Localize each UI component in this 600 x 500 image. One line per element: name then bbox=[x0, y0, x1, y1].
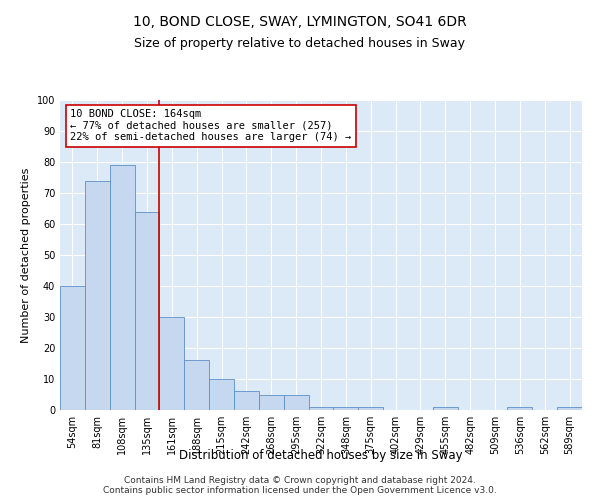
Bar bbox=[358, 407, 383, 410]
Bar bbox=[184, 360, 209, 410]
Bar bbox=[85, 180, 110, 410]
Text: Contains HM Land Registry data © Crown copyright and database right 2024.
Contai: Contains HM Land Registry data © Crown c… bbox=[103, 476, 497, 495]
Bar bbox=[110, 165, 134, 410]
Text: 10, BOND CLOSE, SWAY, LYMINGTON, SO41 6DR: 10, BOND CLOSE, SWAY, LYMINGTON, SO41 6D… bbox=[133, 15, 467, 29]
Bar bbox=[160, 317, 184, 410]
Bar bbox=[334, 407, 358, 410]
Bar bbox=[259, 394, 284, 410]
Bar bbox=[60, 286, 85, 410]
Bar bbox=[508, 407, 532, 410]
Text: 10 BOND CLOSE: 164sqm
← 77% of detached houses are smaller (257)
22% of semi-det: 10 BOND CLOSE: 164sqm ← 77% of detached … bbox=[70, 110, 352, 142]
Text: Distribution of detached houses by size in Sway: Distribution of detached houses by size … bbox=[179, 448, 463, 462]
Bar bbox=[308, 407, 334, 410]
Bar bbox=[234, 392, 259, 410]
Bar bbox=[134, 212, 160, 410]
Y-axis label: Number of detached properties: Number of detached properties bbox=[21, 168, 31, 342]
Bar bbox=[209, 379, 234, 410]
Bar bbox=[284, 394, 308, 410]
Bar bbox=[433, 407, 458, 410]
Text: Size of property relative to detached houses in Sway: Size of property relative to detached ho… bbox=[134, 38, 466, 51]
Bar bbox=[557, 407, 582, 410]
